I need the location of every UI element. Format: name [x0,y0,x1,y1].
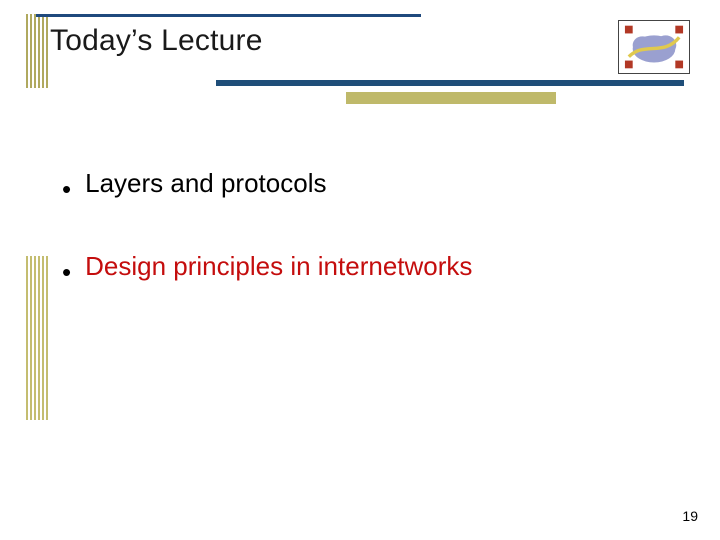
page-title: Today’s Lecture [50,24,263,58]
node-square [675,26,683,34]
slide: Today’s Lecture • Layers and protoc [0,0,720,540]
decor-rule-navy [216,80,684,86]
bullet-list: • Layers and protocols • Design principl… [62,168,622,334]
decor-rule-olive [346,92,556,104]
network-logo-graphic [623,23,685,71]
bullet-dot: • [62,259,71,285]
node-square [675,61,683,69]
decor-hatch-mid [26,256,48,420]
page-number: 19 [682,508,698,524]
node-square [625,26,633,34]
bullet-text: Layers and protocols [85,168,326,199]
list-item: • Design principles in internetworks [62,251,622,282]
node-square [625,61,633,69]
network-logo [618,20,690,74]
decor-rule-top [36,14,421,17]
bullet-dot: • [62,176,71,202]
decor-hatch-top [26,14,48,88]
list-item: • Layers and protocols [62,168,622,199]
bullet-text: Design principles in internetworks [85,251,472,282]
